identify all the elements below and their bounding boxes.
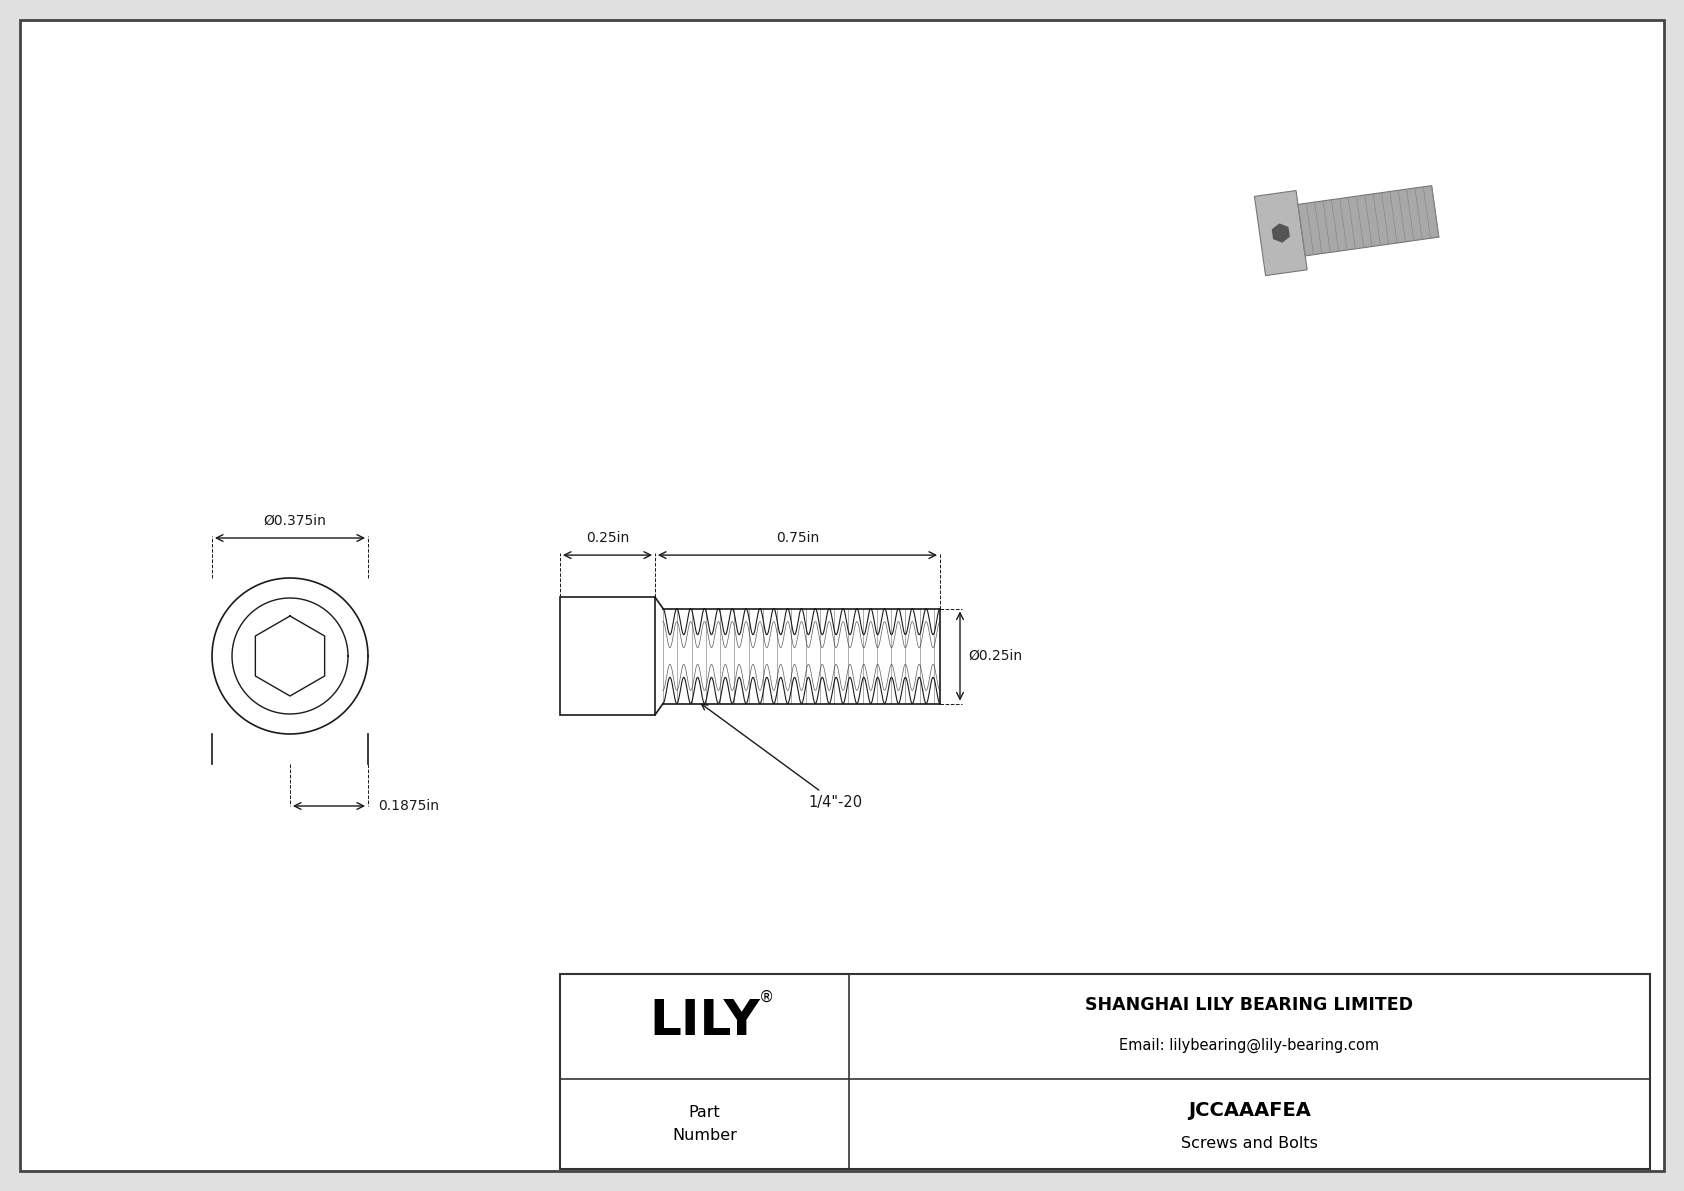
- Text: Screws and Bolts: Screws and Bolts: [1180, 1136, 1319, 1152]
- Text: JCCAAAFEA: JCCAAAFEA: [1187, 1100, 1310, 1120]
- Bar: [561, 597, 655, 715]
- Polygon shape: [1273, 224, 1290, 242]
- Text: 0.25in: 0.25in: [586, 531, 630, 545]
- Polygon shape: [1298, 186, 1438, 256]
- Text: LILY: LILY: [648, 997, 759, 1046]
- Text: 1/4"-20: 1/4"-20: [702, 704, 862, 810]
- Bar: [561, 974, 1650, 1170]
- Text: Email: lilybearing@lily-bearing.com: Email: lilybearing@lily-bearing.com: [1120, 1037, 1379, 1053]
- Text: 0.75in: 0.75in: [776, 531, 818, 545]
- Text: ®: ®: [759, 990, 775, 1005]
- Text: SHANGHAI LILY BEARING LIMITED: SHANGHAI LILY BEARING LIMITED: [1086, 997, 1413, 1015]
- Text: Ø0.25in: Ø0.25in: [968, 649, 1022, 663]
- Polygon shape: [1255, 191, 1307, 275]
- Text: 0.1875in: 0.1875in: [377, 799, 440, 813]
- Text: Ø0.375in: Ø0.375in: [264, 515, 327, 528]
- Text: Part
Number: Part Number: [672, 1105, 738, 1142]
